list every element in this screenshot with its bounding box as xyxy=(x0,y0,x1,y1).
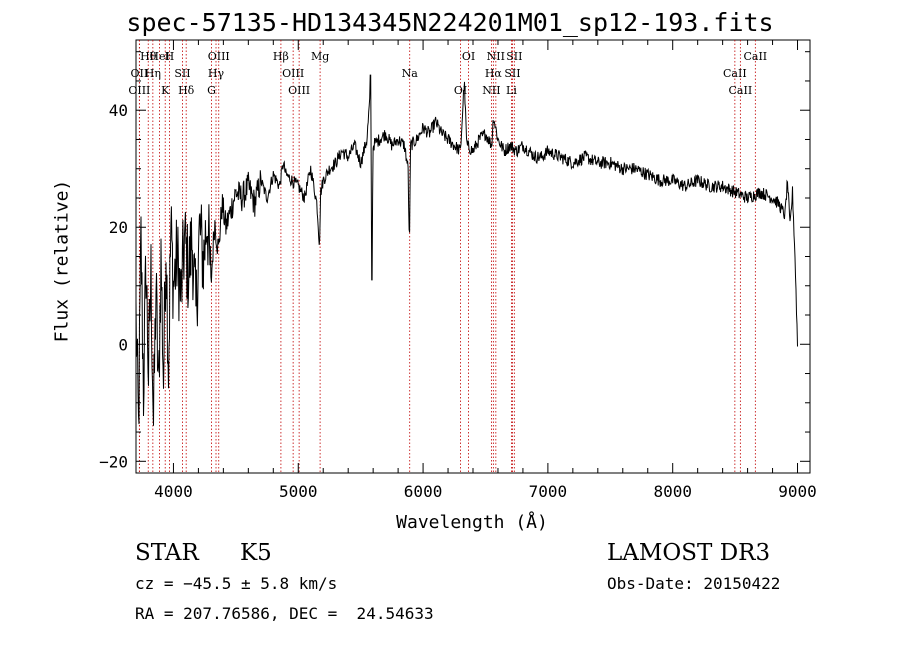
line-label: OIII xyxy=(288,84,310,97)
line-label: Hθ xyxy=(140,50,157,63)
y-tick-label: 20 xyxy=(109,218,128,237)
y-tick-label: 40 xyxy=(109,101,128,120)
x-tick-label: 7000 xyxy=(529,482,568,501)
line-label: NII xyxy=(487,50,505,63)
line-label: SII xyxy=(174,67,190,80)
x-tick-label: 6000 xyxy=(404,482,443,501)
y-tick-label: 0 xyxy=(118,335,128,354)
x-axis-label: Wavelength (Å) xyxy=(396,512,548,533)
line-label: K xyxy=(161,84,170,97)
line-label: SII xyxy=(506,50,522,63)
line-label: CaII xyxy=(743,50,767,63)
line-label: Hδ xyxy=(178,84,195,97)
x-tick-label: 8000 xyxy=(653,482,692,501)
y-axis-label: Flux (relative) xyxy=(51,179,73,343)
line-label: OII xyxy=(131,67,149,80)
plot-frame xyxy=(135,39,811,474)
redshift-cz: cz = −45.5 ± 5.8 km/s xyxy=(135,574,338,593)
line-label: HeI xyxy=(149,50,169,63)
line-label: NII xyxy=(482,84,500,97)
y-tick-label: −20 xyxy=(99,452,128,471)
obs-date: Obs-Date: 20150422 xyxy=(607,574,781,593)
line-label: Hβ xyxy=(273,50,289,63)
line-label: CaII xyxy=(729,84,753,97)
line-label: Li xyxy=(506,84,517,97)
chart-title: spec-57135-HD134345N224201M01_sp12-193.f… xyxy=(126,8,774,37)
x-tick-label: 9000 xyxy=(778,482,817,501)
line-label: Na xyxy=(402,67,419,80)
survey-name: LAMOST DR3 xyxy=(607,540,771,566)
ra-dec: RA = 207.76586, DEC = 24.54633 xyxy=(135,604,434,623)
line-label: OIII xyxy=(128,84,150,97)
line-label: OI xyxy=(462,50,475,63)
line-label: CaII xyxy=(723,67,747,80)
spectrum-line xyxy=(135,74,798,426)
line-label: G xyxy=(207,84,216,97)
line-label: Mg xyxy=(311,50,329,63)
line-label: H xyxy=(165,50,175,63)
line-label: SII xyxy=(504,67,520,80)
line-label: OIII xyxy=(282,67,304,80)
line-label: Hγ xyxy=(208,67,225,80)
line-label: Hη xyxy=(145,67,161,80)
line-label: Hα xyxy=(485,67,503,80)
x-tick-label: 4000 xyxy=(154,482,193,501)
object-class: STAR xyxy=(135,540,199,566)
x-tick-label: 5000 xyxy=(279,482,318,501)
subclass: K5 xyxy=(240,540,272,566)
line-label: OIII xyxy=(208,50,230,63)
